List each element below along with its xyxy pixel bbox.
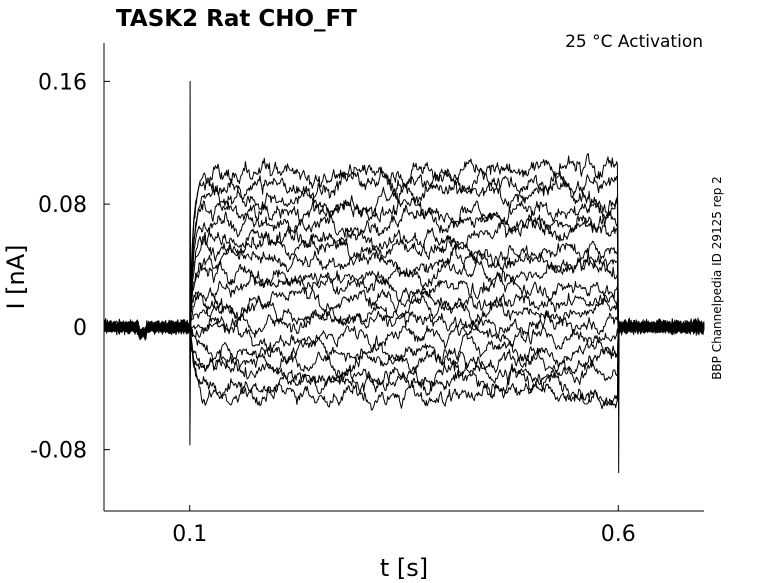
x-axis-label: t [s]	[380, 554, 428, 582]
y-axis-label: I [nA]	[2, 244, 30, 309]
trace-line	[103, 177, 705, 338]
x-tick-label: 0.1	[172, 522, 207, 547]
trace-line	[103, 319, 705, 474]
trace-line	[103, 316, 705, 353]
side-note: BBP Channelpedia ID 29125 rep 2	[710, 176, 724, 380]
traces	[103, 80, 705, 474]
chart-subtitle: 25 °C Activation	[565, 32, 703, 52]
y-ticks: 0.16 0.08 0 -0.08	[30, 70, 110, 464]
y-tick-label: -0.08	[30, 439, 87, 464]
trace-line	[103, 294, 705, 337]
plot-area: 0.16 0.08 0 -0.08 0.1 0.6	[30, 43, 705, 547]
trace-line	[103, 284, 705, 337]
trace-line	[103, 80, 705, 338]
x-tick-label: 0.6	[601, 522, 636, 547]
y-tick-label: 0.08	[38, 193, 87, 218]
trace-line	[103, 318, 705, 406]
trace-line	[103, 318, 705, 393]
trace-line	[103, 270, 705, 337]
x-ticks: 0.1 0.6	[172, 505, 636, 547]
trace-line	[103, 244, 705, 339]
trace-line	[103, 166, 705, 340]
trace-line	[103, 318, 705, 368]
trace-line	[103, 195, 705, 339]
y-tick-label: 0.16	[38, 70, 87, 95]
trace-line	[103, 310, 705, 341]
y-tick-label: 0	[73, 316, 87, 341]
chart-title: TASK2 Rat CHO_FT	[116, 6, 357, 32]
trace-line	[103, 204, 705, 338]
